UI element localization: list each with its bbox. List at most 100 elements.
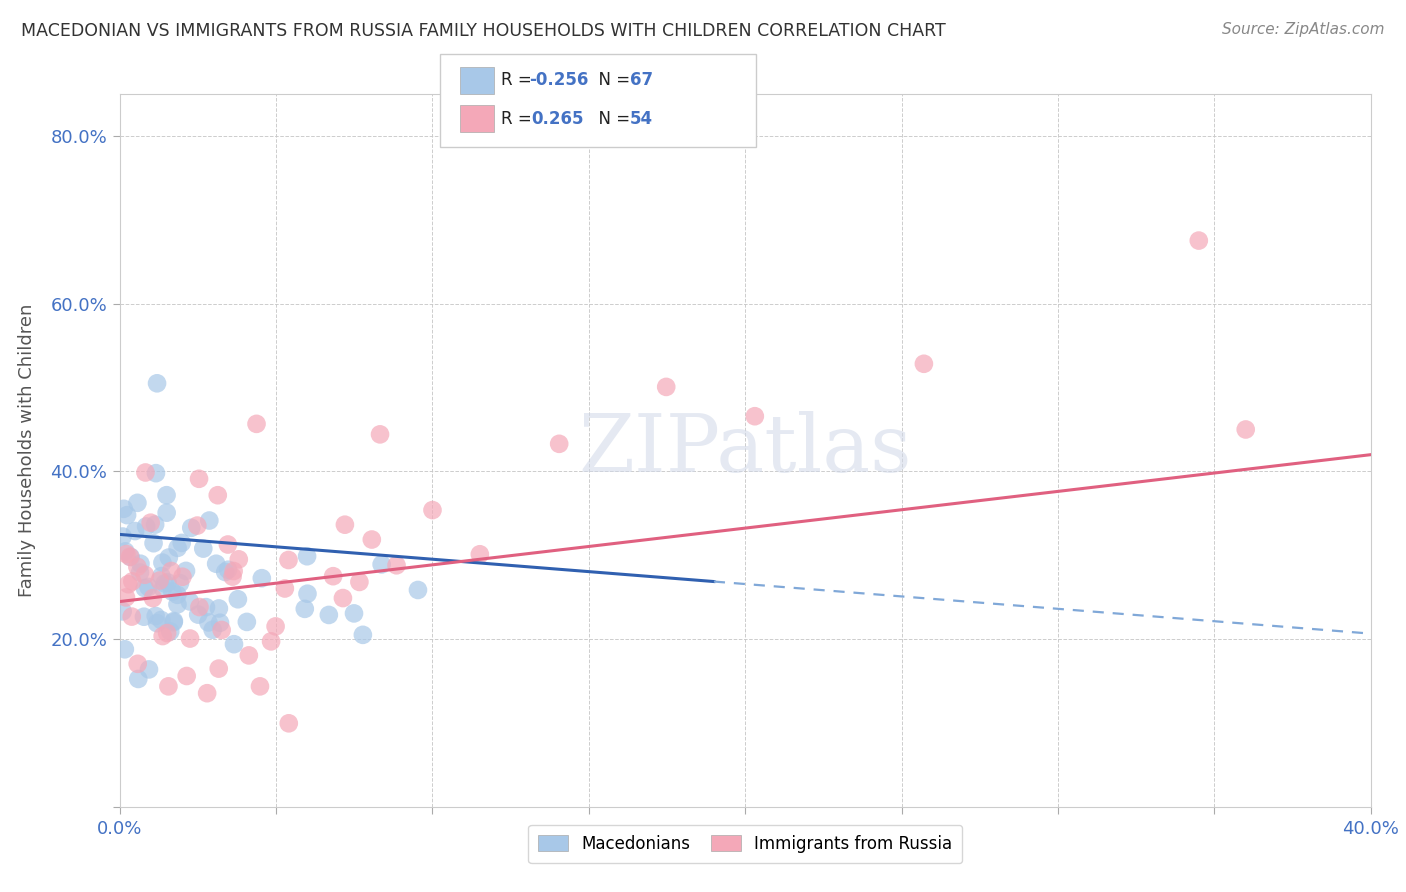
Point	[114, 544, 136, 558]
Point	[333, 517, 356, 532]
Text: 0.265: 0.265	[531, 110, 583, 128]
Point	[468, 547, 491, 561]
Point	[264, 619, 287, 633]
Point	[195, 600, 218, 615]
Point	[343, 607, 366, 621]
Point	[127, 672, 149, 686]
Point	[228, 552, 250, 566]
Point	[297, 587, 319, 601]
Point	[138, 662, 160, 676]
Point	[157, 679, 180, 693]
Point	[422, 503, 444, 517]
Point	[198, 514, 221, 528]
Point	[176, 669, 198, 683]
Point	[1188, 234, 1211, 248]
Point	[150, 569, 173, 583]
Point	[156, 626, 179, 640]
Point	[159, 624, 181, 639]
Point	[163, 615, 186, 630]
Point	[142, 591, 165, 605]
Point	[146, 376, 169, 391]
Point	[406, 582, 429, 597]
Point	[152, 556, 174, 570]
Point	[318, 607, 340, 622]
Point	[117, 577, 139, 591]
Text: 67: 67	[630, 71, 652, 89]
Text: MACEDONIAN VS IMMIGRANTS FROM RUSSIA FAMILY HOUSEHOLDS WITH CHILDREN CORRELATION: MACEDONIAN VS IMMIGRANTS FROM RUSSIA FAM…	[21, 22, 946, 40]
Point	[163, 614, 186, 628]
Point	[179, 632, 201, 646]
Text: R =: R =	[501, 71, 537, 89]
Point	[145, 466, 167, 480]
Point	[179, 594, 201, 608]
Point	[368, 427, 391, 442]
Point	[120, 549, 142, 564]
Point	[370, 558, 392, 572]
Point	[208, 601, 231, 615]
Point	[149, 574, 172, 588]
Point	[143, 517, 166, 532]
Text: R =: R =	[501, 110, 541, 128]
Point	[124, 524, 146, 538]
Point	[214, 565, 236, 579]
Point	[222, 564, 245, 578]
Point	[197, 615, 219, 630]
Point	[277, 553, 299, 567]
Point	[114, 642, 136, 657]
Point	[208, 662, 231, 676]
Point	[129, 566, 152, 580]
Point	[222, 637, 245, 651]
Point	[187, 607, 209, 622]
Point	[142, 536, 165, 550]
Point	[322, 569, 344, 583]
Text: Source: ZipAtlas.com: Source: ZipAtlas.com	[1222, 22, 1385, 37]
Point	[150, 613, 173, 627]
Point	[162, 584, 184, 599]
Point	[201, 623, 224, 637]
Point	[153, 576, 176, 591]
Point	[118, 549, 141, 564]
Point	[166, 598, 188, 612]
Point	[132, 609, 155, 624]
Point	[912, 357, 935, 371]
Point	[217, 537, 239, 551]
Point	[385, 558, 408, 573]
Point	[236, 615, 259, 629]
Point	[166, 541, 188, 555]
Point	[260, 634, 283, 648]
Point	[188, 472, 211, 486]
Point	[655, 380, 678, 394]
Text: ZIPatlas: ZIPatlas	[578, 411, 912, 490]
Point	[211, 623, 233, 637]
Y-axis label: Family Households with Children: Family Households with Children	[18, 304, 37, 597]
Point	[205, 557, 228, 571]
Point	[115, 591, 138, 605]
Point	[250, 571, 273, 585]
Point	[127, 496, 149, 510]
Point	[156, 575, 179, 590]
Point	[221, 569, 243, 583]
Point	[134, 466, 156, 480]
Point	[209, 615, 232, 630]
Point	[277, 716, 299, 731]
Point	[135, 519, 157, 533]
Point	[349, 574, 371, 589]
Point	[157, 550, 180, 565]
Point	[217, 563, 239, 577]
Legend: Macedonians, Immigrants from Russia: Macedonians, Immigrants from Russia	[529, 825, 962, 863]
Point	[274, 582, 297, 596]
Point	[249, 679, 271, 693]
Point	[180, 521, 202, 535]
Text: N =: N =	[588, 71, 636, 89]
Point	[548, 437, 571, 451]
Point	[112, 501, 135, 516]
Point	[172, 570, 194, 584]
Point	[139, 516, 162, 530]
Point	[166, 588, 188, 602]
Point	[152, 629, 174, 643]
Point	[111, 604, 134, 618]
Point	[332, 591, 354, 605]
Point	[169, 576, 191, 591]
Point	[186, 518, 208, 533]
Point	[245, 417, 267, 431]
